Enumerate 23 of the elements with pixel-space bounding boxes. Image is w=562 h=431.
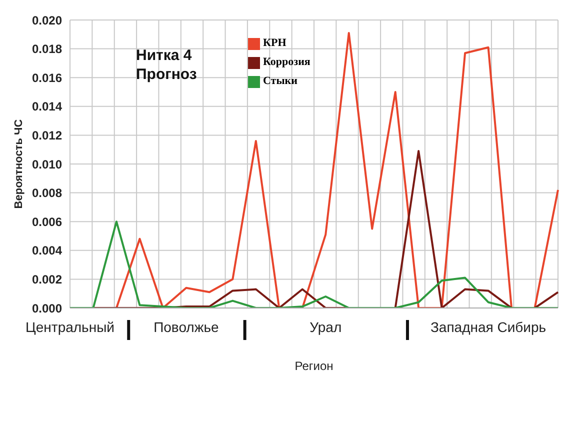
y-axis-title: Вероятность ЧС — [12, 119, 25, 209]
line-series — [69, 220, 559, 308]
legend-label: КРН — [263, 36, 286, 51]
x-tick-label: Центральный — [26, 319, 114, 335]
y-tick-label: 0.006 — [32, 214, 62, 229]
y-tick-label: 0.016 — [32, 70, 62, 85]
y-tick-label: 0.020 — [32, 13, 62, 28]
y-tick-label: 0.012 — [32, 128, 62, 142]
text: Прогноз — [136, 65, 197, 84]
y-tick-label: 0.004 — [32, 244, 62, 258]
x-tick-label: Урал — [310, 319, 342, 335]
x-axis-title: Регион — [294, 359, 334, 373]
legend-label: Стыки — [263, 74, 298, 89]
legend-label: Коррозия — [263, 55, 310, 70]
y-tick-label: 0.018 — [32, 42, 62, 56]
x-tick-label: Западная Сибирь — [430, 319, 546, 335]
y-tick-label: 0.014 — [32, 100, 62, 114]
y-tick-label: 0.000 — [32, 301, 62, 316]
y-tick-label: 0.002 — [32, 272, 62, 286]
y-tick-label: 0.010 — [32, 157, 62, 172]
text: Нитка 4 — [136, 46, 193, 65]
x-tick-label: Поволжье — [154, 319, 220, 335]
y-tick-label: 0.008 — [32, 186, 62, 200]
